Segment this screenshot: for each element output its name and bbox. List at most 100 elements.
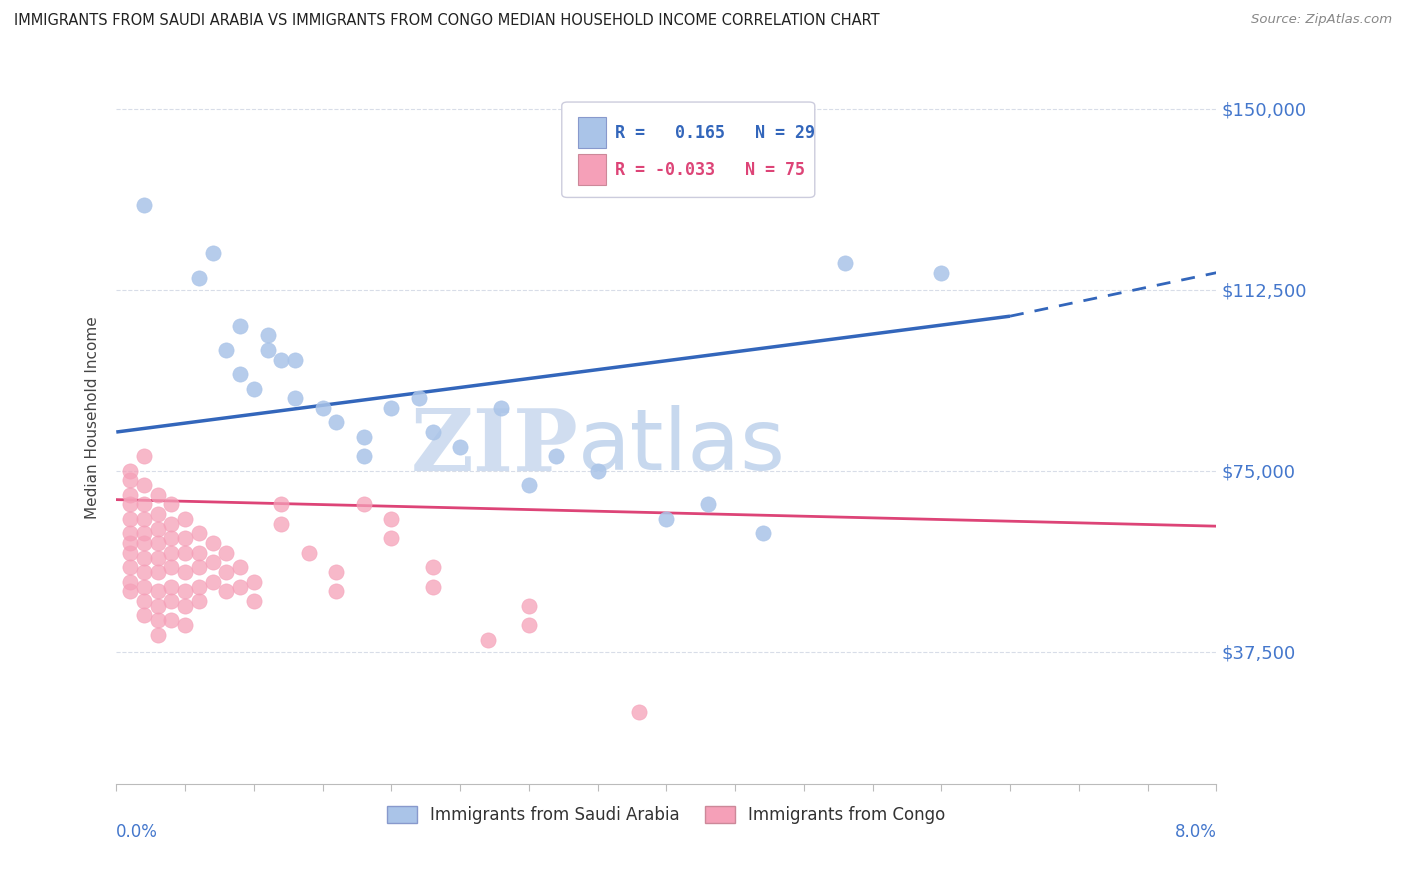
Point (146, 628, 169, 642)
Point (118, 526, 141, 541)
Point (118, 473, 141, 487)
Point (146, 613, 169, 627)
Y-axis label: Median Household Income: Median Household Income (86, 316, 100, 519)
Legend: Immigrants from Saudi Arabia, Immigrants from Congo: Immigrants from Saudi Arabia, Immigrants… (381, 799, 952, 831)
Point (311, 401, 333, 415)
Point (298, 546, 321, 560)
Point (380, 531, 402, 545)
Point (270, 516, 292, 531)
Point (174, 584, 197, 599)
Point (256, 343, 278, 357)
Point (325, 416, 347, 430)
Point (353, 449, 375, 463)
Point (491, 401, 513, 415)
Text: atlas: atlas (578, 405, 786, 489)
Point (132, 526, 155, 541)
Point (174, 546, 197, 560)
Point (751, 526, 773, 541)
Point (187, 526, 209, 541)
Point (160, 580, 183, 594)
Point (449, 440, 471, 454)
Point (118, 464, 141, 478)
Point (132, 565, 155, 579)
Point (132, 498, 155, 512)
Point (132, 594, 155, 608)
Point (146, 599, 169, 613)
Point (187, 546, 209, 560)
Point (160, 613, 183, 627)
Point (146, 584, 169, 599)
Point (325, 584, 347, 599)
Point (132, 550, 155, 565)
Point (174, 618, 197, 632)
Point (146, 565, 169, 579)
Point (118, 536, 141, 550)
Point (118, 512, 141, 526)
Point (118, 488, 141, 502)
Point (422, 580, 444, 594)
Point (132, 512, 155, 526)
Point (215, 584, 238, 599)
Point (477, 632, 499, 647)
Point (586, 464, 609, 478)
Point (242, 594, 264, 608)
Point (118, 574, 141, 589)
Point (517, 599, 540, 613)
Point (132, 198, 155, 212)
Text: R =   0.165   N = 29: R = 0.165 N = 29 (614, 124, 814, 142)
Point (353, 498, 375, 512)
Point (422, 560, 444, 574)
Point (132, 449, 155, 463)
Point (517, 618, 540, 632)
Point (229, 560, 252, 574)
Point (215, 343, 238, 357)
Point (215, 565, 238, 579)
Point (284, 391, 307, 405)
Point (160, 594, 183, 608)
Text: ZIP: ZIP (411, 405, 578, 489)
Point (160, 516, 183, 531)
Point (160, 531, 183, 545)
Point (160, 560, 183, 574)
Point (256, 328, 278, 343)
Point (215, 546, 238, 560)
Point (187, 580, 209, 594)
FancyBboxPatch shape (562, 102, 814, 197)
Point (546, 449, 568, 463)
Point (118, 584, 141, 599)
Point (118, 546, 141, 560)
Point (201, 574, 224, 589)
Point (201, 246, 224, 260)
Text: IMMIGRANTS FROM SAUDI ARABIA VS IMMIGRANTS FROM CONGO MEDIAN HOUSEHOLD INCOME CO: IMMIGRANTS FROM SAUDI ARABIA VS IMMIGRAN… (14, 13, 880, 29)
Point (146, 488, 169, 502)
Point (517, 478, 540, 492)
Point (118, 498, 141, 512)
Text: Source: ZipAtlas.com: Source: ZipAtlas.com (1251, 13, 1392, 27)
Point (229, 367, 252, 381)
Text: R = -0.033   N = 75: R = -0.033 N = 75 (614, 161, 804, 178)
Point (380, 512, 402, 526)
Point (132, 478, 155, 492)
Point (132, 536, 155, 550)
Point (655, 512, 678, 526)
Point (146, 507, 169, 521)
Point (174, 512, 197, 526)
Point (174, 531, 197, 545)
Point (187, 270, 209, 285)
Point (187, 560, 209, 574)
FancyBboxPatch shape (578, 118, 606, 148)
Point (132, 608, 155, 623)
Point (174, 599, 197, 613)
Point (229, 580, 252, 594)
Point (627, 705, 650, 719)
Point (146, 522, 169, 536)
Point (118, 560, 141, 574)
Point (929, 266, 952, 280)
Point (380, 401, 402, 415)
Point (229, 318, 252, 333)
Point (187, 594, 209, 608)
Point (160, 546, 183, 560)
Point (146, 550, 169, 565)
Text: 0.0%: 0.0% (117, 823, 157, 841)
Text: 8.0%: 8.0% (1174, 823, 1216, 841)
